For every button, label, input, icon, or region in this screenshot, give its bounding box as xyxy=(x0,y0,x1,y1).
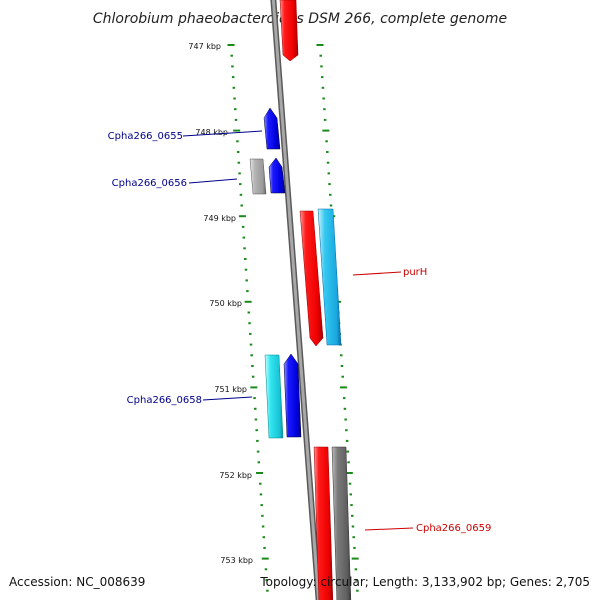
tick-label-751: 751 kbp xyxy=(214,385,247,394)
leader-line-cpha266-0655 xyxy=(182,130,263,137)
gene-labels: Cpha266_0655 Cpha266_0656 purH Cpha266_0… xyxy=(108,130,491,534)
tick-label-750: 750 kbp xyxy=(209,299,242,308)
accession-text: Accession: NC_008639 xyxy=(9,575,145,589)
leader-line-cpha266-0658 xyxy=(202,396,253,401)
gene-arrow-purh[interactable] xyxy=(299,210,324,347)
gene-shapes xyxy=(249,0,352,600)
leader-line-cpha266-0656 xyxy=(188,178,238,184)
tick-labels: 747 kbp 748 kbp 749 kbp 750 kbp 751 kbp … xyxy=(188,42,253,565)
leader-line-cpha266-0659 xyxy=(364,527,414,531)
topology-text: Topology: circular; Length: 3,133,902 bp… xyxy=(259,575,590,589)
map-title: Chlorobium phaeobacteroides DSM 266, com… xyxy=(93,11,507,27)
gene-label-cpha266-0656[interactable]: Cpha266_0656 xyxy=(112,178,187,189)
gene-block-gray-0656[interactable] xyxy=(249,158,267,195)
gene-block-cpha266-0659-red[interactable] xyxy=(313,446,334,600)
tick-label-748: 748 kbp xyxy=(195,128,228,137)
gene-label-cpha266-0655[interactable]: Cpha266_0655 xyxy=(108,131,183,142)
leader-line-purh xyxy=(352,271,402,276)
genome-backbone xyxy=(270,0,322,600)
gene-arrow-top-red[interactable] xyxy=(279,0,299,62)
tick-label-753: 753 kbp xyxy=(220,556,253,565)
gene-arrow-cpha266-0655[interactable] xyxy=(263,107,281,150)
tick-label-749: 749 kbp xyxy=(203,214,236,223)
gene-block-cpha266-0659-gray[interactable] xyxy=(331,446,352,600)
gene-arrow-cpha266-0658[interactable] xyxy=(283,353,302,438)
gene-arrow-cpha266-0656[interactable] xyxy=(268,157,286,194)
gene-block-purh-cyan[interactable] xyxy=(317,208,342,346)
gene-label-purh[interactable]: purH xyxy=(403,267,427,278)
inner-tick-track xyxy=(227,44,269,592)
tick-label-752: 752 kbp xyxy=(219,471,252,480)
gene-label-cpha266-0658[interactable]: Cpha266_0658 xyxy=(127,395,202,406)
tick-label-747: 747 kbp xyxy=(188,42,221,51)
gene-label-cpha266-0659[interactable]: Cpha266_0659 xyxy=(416,523,491,534)
gene-block-cpha266-0658-cyan[interactable] xyxy=(264,354,284,439)
